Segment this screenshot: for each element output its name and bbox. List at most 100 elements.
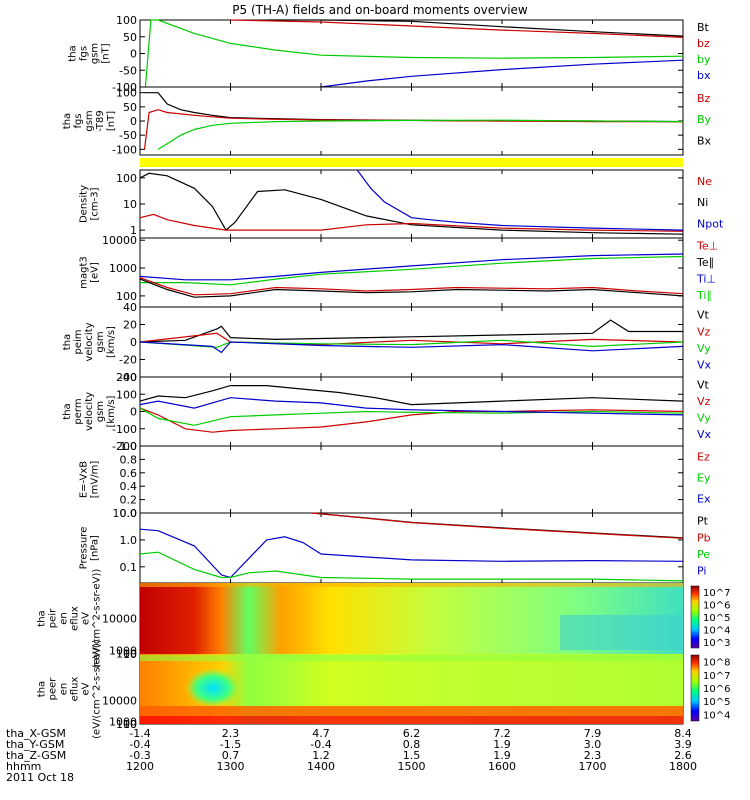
y-axis-label: [km/s] — [106, 326, 117, 358]
x-tick-label: 1.2 — [312, 749, 330, 762]
legend-Vy: Vy — [697, 342, 711, 355]
x-tick-label: 0.8 — [403, 738, 421, 751]
x-tick-label: 8.4 — [674, 727, 692, 740]
y-axis-label: tha — [62, 113, 73, 129]
legend-Bt: Bt — [697, 21, 710, 34]
y-tick-label: 0 — [130, 336, 137, 349]
x-tick-label: 2.6 — [674, 749, 692, 762]
panel-efield: 1.00.80.60.40.20.0 E=-VxB [mV/m] Ez Ey Ex — [79, 440, 711, 520]
y-axis-label: gsm — [95, 401, 106, 422]
x-tick-label: -1.5 — [220, 738, 241, 751]
y-axis-label: fgs — [79, 46, 90, 61]
x-tick-label: -0.4 — [310, 738, 331, 751]
y-axis-label: tha — [62, 334, 73, 350]
y-axis-label: peer — [48, 677, 59, 701]
y-axis-label: [eV] — [90, 262, 101, 283]
x-row-label: 2011 Oct 18 — [6, 771, 74, 784]
x-tick-label: 1200 — [126, 760, 154, 773]
y-axis-label: tha — [68, 45, 79, 61]
y-tick-label: 0 — [130, 115, 137, 128]
y-axis-label: Pressure — [79, 527, 90, 570]
x-row-label: tha_Y-GSM — [6, 738, 64, 751]
y-tick-label: -200 — [112, 440, 137, 453]
y-tick-label: 0 — [130, 48, 137, 61]
x-tick-label: -0.3 — [129, 749, 150, 762]
x-row-label: tha_Z-GSM — [6, 749, 66, 762]
panel-density: 100 10 1 Density [cm-3] Ne Ni Npot — [79, 169, 724, 239]
series-Ni — [139, 172, 684, 235]
y-tick-label: 10000 — [102, 695, 137, 708]
y-axis-label: gsm — [84, 110, 95, 131]
y-tick-label: 100 — [116, 172, 137, 185]
y-axis-label: en — [59, 683, 70, 696]
y-axis-label: perm — [73, 398, 84, 424]
y-axis-label: eV — [81, 612, 92, 625]
colorbar-tick-label: 10^7 — [703, 588, 730, 599]
legend-Vt: Vt — [697, 379, 710, 392]
colorbar-tick-label: 10^6 — [703, 601, 730, 612]
y-axis-label: (eV/(cm^2-s-sr-eV)) — [92, 569, 103, 669]
legend-Pb: Pb — [697, 531, 711, 544]
x-tick-label: 1600 — [488, 760, 516, 773]
y-tick-label: 100 — [116, 718, 137, 731]
y-tick-label: 200 — [116, 371, 137, 384]
colorbar-tick-label: 10^5 — [703, 613, 730, 624]
x-row-label: tha_X-GSM — [6, 727, 66, 740]
colorbar-tick-label: 10^5 — [703, 697, 730, 708]
x-tick-label: 0.7 — [222, 749, 240, 762]
y-tick-label: 100 — [116, 648, 137, 661]
legend-Ne: Ne — [697, 175, 712, 188]
panel-frame — [139, 512, 684, 584]
colorbar-labels: 10^710^610^510^410^310^810^710^610^510^4 — [703, 588, 730, 721]
y-axis-label: magt3 — [79, 256, 90, 289]
y-tick-label: 50 — [123, 101, 137, 114]
y-axis-label: [nPa] — [90, 535, 101, 561]
colorbar-tick-label: 10^8 — [703, 658, 730, 669]
legend-Ti⊥: Ti⊥ — [696, 272, 716, 285]
legend-Vt: Vt — [697, 309, 710, 322]
series-Vy — [139, 407, 684, 426]
colorbar-tick-label: 10^7 — [703, 671, 730, 682]
y-tick-label: 0.0 — [120, 507, 138, 520]
y-axis-label: en — [59, 612, 70, 625]
legend-Vz: Vz — [697, 325, 711, 338]
y-tick-label: 0.6 — [120, 467, 138, 480]
y-axis-label: peir — [48, 608, 59, 628]
y-axis-label: eflux — [70, 606, 81, 631]
legend-Ex: Ex — [697, 493, 711, 506]
y-tick-label: 100 — [116, 290, 137, 303]
y-axis-label: gsm — [95, 331, 106, 352]
peer-colorbar — [690, 654, 700, 722]
y-tick-label: 1000 — [109, 262, 137, 275]
y-tick-label: -100 — [112, 423, 137, 436]
colorbar-tick-label: 10^4 — [703, 710, 730, 721]
y-axis-label: Density — [79, 185, 90, 223]
series-Vt — [139, 385, 684, 406]
panel-frame — [139, 445, 684, 514]
y-axis-label: gsm — [90, 43, 101, 64]
x-tick-label: 3.9 — [674, 738, 692, 751]
x-tick-label: 3.0 — [584, 738, 602, 751]
status-bar — [140, 158, 683, 167]
y-tick-label: 100 — [116, 388, 137, 401]
legend-Bz: Bz — [697, 92, 711, 105]
x-tick-label: 1.9 — [493, 749, 511, 762]
y-axis-label: tha — [37, 610, 48, 626]
y-tick-label: 0 — [130, 406, 137, 419]
series-Ti∥ — [140, 255, 684, 286]
series-Ne — [139, 213, 684, 232]
legend-Bx: Bx — [697, 134, 712, 147]
legend-Vz: Vz — [697, 395, 711, 408]
legend-Vx: Vx — [697, 428, 712, 441]
series-Vy — [139, 339, 684, 348]
y-axis-label: tha — [37, 681, 48, 697]
x-tick-label: 1700 — [579, 760, 607, 773]
legend-Vx: Vx — [697, 359, 712, 372]
colorbar-tick-label: 10^3 — [703, 638, 730, 649]
y-tick-label: 10.0 — [113, 507, 138, 520]
x-tick-label: 1500 — [398, 760, 426, 773]
x-tick-label: 1400 — [307, 760, 335, 773]
